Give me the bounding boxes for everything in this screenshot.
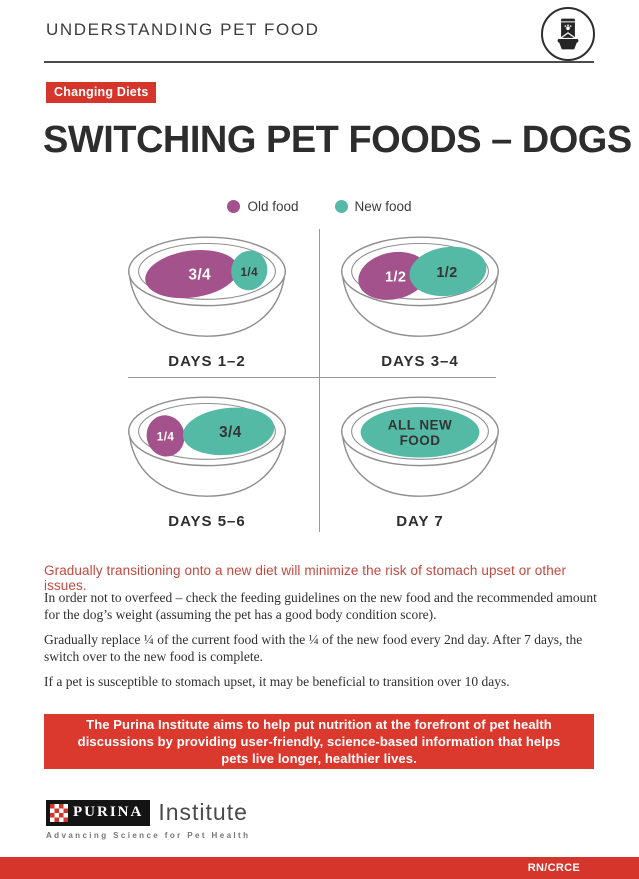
old-food-color-dot — [227, 200, 241, 213]
new-food-portion-label: 1/2 — [436, 265, 457, 281]
new-food-label: New food — [354, 199, 412, 214]
header-divider-line — [44, 61, 594, 63]
all-new-food-label-line1: ALL NEW — [388, 418, 452, 433]
section-badge: Changing Diets — [46, 82, 157, 103]
bowl-diagram-days-1-2: 3/4 1/4 DAYS 1–2 — [117, 230, 297, 370]
logo-tagline: Advancing Science for Pet Health — [46, 831, 251, 840]
page-title: SWITCHING PET FOODS – DOGS — [43, 119, 632, 161]
bowl-graphic: 3/4 1/4 — [127, 236, 287, 337]
bowl-graphic: ALL NEW FOOD — [340, 396, 500, 497]
legend: Old food New food — [0, 199, 639, 214]
old-food-label: Old food — [247, 199, 299, 214]
old-food-portion-label: 1/4 — [157, 430, 175, 443]
body-paragraph-3: If a pet is susceptible to stomach upset… — [44, 674, 510, 689]
purina-wordmark-box: PURINA — [46, 799, 151, 826]
purina-institute-mission-banner: The Purina Institute aims to help put nu… — [44, 714, 594, 769]
old-food-portion-label: 3/4 — [189, 267, 212, 284]
new-food-color-dot — [334, 200, 348, 213]
legend-item-new-food: New food — [334, 199, 412, 214]
purina-institute-logo: PURINA Institute Advancing Science for P… — [46, 799, 250, 840]
institute-wordmark: Institute — [158, 799, 248, 825]
body-copy: In order not to overfeed – check the fee… — [44, 590, 600, 700]
day-label: DAYS 5–6 — [168, 513, 246, 530]
diagram-vertical-divider — [319, 229, 320, 532]
bowl-graphic: 1/2 1/2 — [340, 236, 500, 337]
pet-food-icon-graphic — [557, 18, 579, 50]
new-food-portion-label: 3/4 — [219, 424, 242, 441]
bowl-graphic: 1/4 3/4 — [127, 396, 287, 497]
highlight-sentence: Gradually transitioning onto a new diet … — [44, 563, 567, 593]
body-paragraph-1: In order not to overfeed – check the fee… — [44, 590, 597, 622]
day-label: DAY 7 — [396, 513, 444, 530]
purina-wordmark: PURINA — [73, 804, 144, 820]
all-new-food-label-line2: FOOD — [400, 433, 441, 448]
old-food-portion-label: 1/2 — [385, 269, 406, 285]
diagram-horizontal-divider — [128, 377, 496, 378]
new-food-portion-label: 1/4 — [240, 266, 258, 279]
day-label: DAYS 1–2 — [168, 353, 246, 370]
bowl-diagram-day-7: ALL NEW FOOD DAY 7 — [330, 390, 510, 530]
bowl-diagram-days-5-6: 1/4 3/4 DAYS 5–6 — [117, 390, 297, 530]
purina-checkerboard-icon — [50, 803, 68, 822]
body-paragraph-2: Gradually replace ¼ of the current food … — [44, 632, 583, 664]
page-header-title: UNDERSTANDING PET FOOD — [46, 20, 320, 39]
legend-item-old-food: Old food — [227, 199, 299, 214]
pet-food-bag-and-bowl-icon — [541, 7, 595, 61]
footer-bar: RN/CRCE — [0, 857, 639, 879]
footer-reference-code: RN/CRCE — [527, 862, 580, 874]
day-label: DAYS 3–4 — [381, 353, 459, 370]
bowl-diagram-days-3-4: 1/2 1/2 DAYS 3–4 — [330, 230, 510, 370]
